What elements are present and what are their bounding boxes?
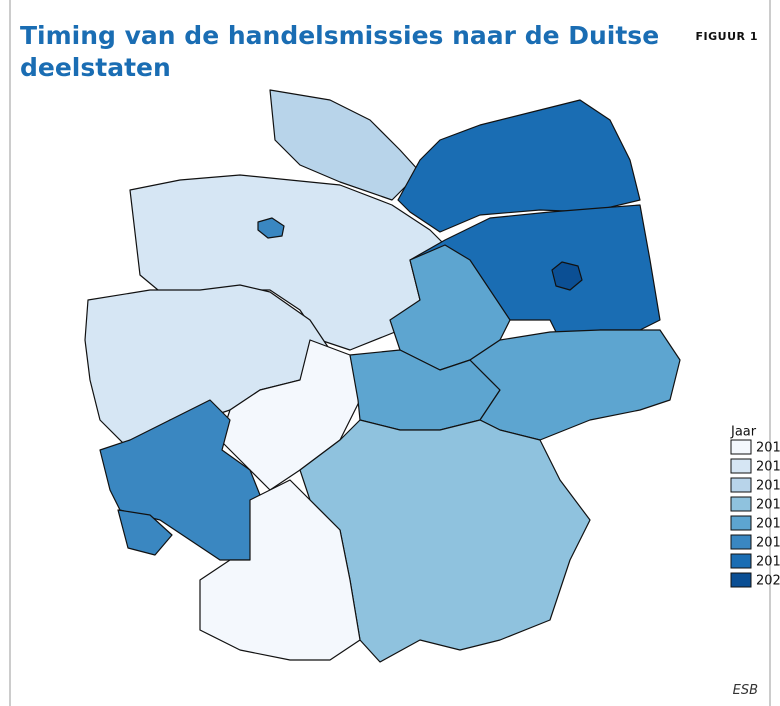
figure-label: FIGUUR 1 [696, 30, 758, 43]
legend-label: 2016 [756, 498, 780, 513]
legend-swatch [730, 515, 752, 531]
legend-swatch [730, 534, 752, 550]
legend-swatch [730, 496, 752, 512]
legend-swatch [730, 439, 752, 455]
legend-label: 2015 [756, 479, 780, 494]
map [84, 89, 681, 663]
source: ESB [733, 683, 758, 698]
state [117, 509, 173, 556]
legend-label: 2019 [756, 555, 780, 570]
legend-title: Jaar [730, 425, 757, 440]
legend-label: 2021 [756, 574, 780, 589]
legend-swatch [730, 458, 752, 474]
legend-swatch [730, 477, 752, 493]
legend-label: 2018 [756, 536, 780, 551]
legend-label: 2017 [756, 517, 780, 532]
state [551, 261, 583, 291]
legend: Jaar 2013 2014 2015 2016 2017 2018 2019 2021 [730, 425, 780, 589]
title-text: Timing van de handelsmissies naar de Dui… [20, 21, 659, 50]
state [397, 99, 641, 233]
legend-swatch [730, 572, 752, 588]
title: Timing van de handelsmissies naar de Dui… [20, 21, 668, 82]
title-text: deelstaten [20, 53, 171, 82]
state [469, 329, 681, 441]
legend-label: 2013 [756, 441, 780, 456]
state [257, 217, 285, 239]
legend-label: 2014 [756, 460, 780, 475]
state [199, 479, 361, 661]
legend-swatch [730, 553, 752, 569]
